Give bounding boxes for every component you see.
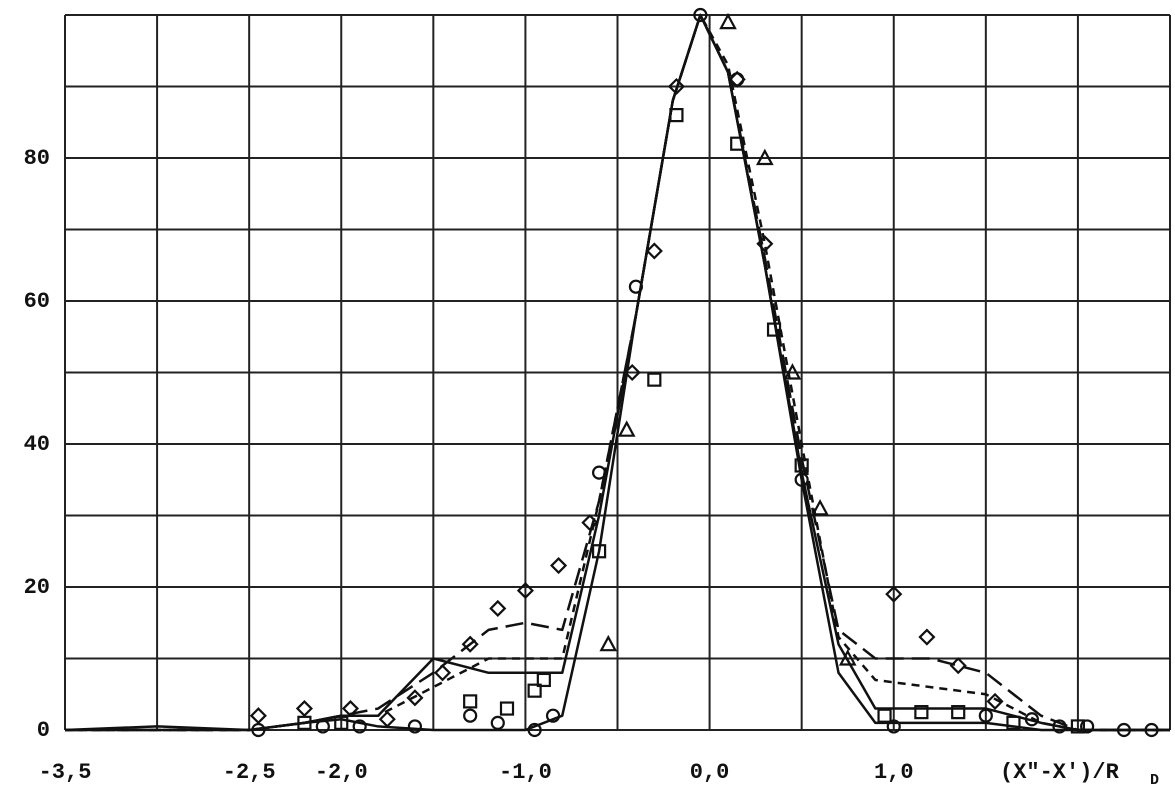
diamond-marker [756, 235, 774, 253]
circle-marker [730, 72, 745, 87]
triangle-marker [599, 634, 618, 652]
circle-marker [591, 465, 607, 480]
diamond-marker [581, 514, 599, 532]
x-tick-label: -2,5 [223, 760, 276, 785]
diamond-marker [295, 699, 313, 718]
square-marker [951, 705, 966, 720]
triangle-marker [719, 12, 737, 30]
diamond-marker [986, 692, 1004, 710]
triangle-marker [811, 499, 829, 516]
square-marker [591, 544, 607, 559]
y-tick-label: 80 [24, 146, 50, 171]
x-tick-label: -2,0 [315, 760, 368, 785]
diamond-marker [516, 582, 534, 600]
y-tick-label: 60 [24, 289, 50, 314]
diamond-marker [341, 699, 360, 718]
x-tick-label: 0,0 [690, 760, 730, 785]
x-tick-label: 1,0 [874, 760, 914, 785]
circle-marker [1080, 719, 1095, 734]
diamond-marker [885, 585, 903, 603]
circle-marker [251, 722, 266, 738]
triangle-marker [783, 363, 802, 380]
circle-marker [794, 472, 809, 487]
circle-marker [527, 722, 542, 738]
circle-marker [352, 719, 367, 734]
circle-marker [693, 7, 708, 23]
circle-marker [315, 719, 330, 734]
diamond-marker [918, 628, 936, 646]
circle-marker [886, 719, 901, 734]
diamond-marker [378, 710, 396, 728]
diamond-marker [433, 664, 452, 682]
diamond-marker [645, 242, 663, 260]
triangle-marker [755, 148, 774, 166]
diamond-marker [550, 556, 568, 575]
diamond-marker [461, 635, 479, 653]
square-marker [1006, 715, 1021, 730]
square-marker [730, 136, 745, 151]
x-tick-label: -1,0 [499, 760, 552, 785]
square-marker [794, 458, 809, 473]
square-marker [1070, 719, 1086, 734]
circle-marker [1024, 712, 1039, 727]
square-marker [914, 705, 929, 720]
circle-marker [463, 708, 478, 723]
square-marker [536, 672, 551, 688]
square-marker [297, 715, 312, 730]
square-marker [766, 322, 782, 337]
x-tick-label: -3,5 [39, 760, 92, 785]
x-axis-label-sub: D [1150, 772, 1159, 789]
circle-marker [1144, 722, 1159, 738]
square-marker [877, 708, 892, 723]
diamond-marker [949, 657, 967, 675]
y-tick-label: 40 [24, 432, 50, 457]
x-axis-label: (X"-X')/R [1000, 760, 1120, 785]
square-marker [647, 372, 662, 387]
diamond-marker [249, 707, 267, 725]
diamond-marker [489, 599, 507, 618]
circle-marker [545, 708, 561, 723]
y-tick-label: 0 [37, 718, 50, 743]
triangle-marker [838, 649, 857, 666]
diamond-marker [623, 363, 641, 382]
circle-marker [1052, 719, 1067, 734]
circle-marker [490, 715, 505, 730]
triangle-marker [617, 420, 636, 437]
diamond-marker [406, 689, 424, 707]
square-marker [334, 715, 349, 730]
square-marker [499, 701, 515, 716]
circle-marker [978, 708, 993, 723]
circle-marker [628, 279, 644, 294]
circle-marker [1116, 722, 1132, 738]
square-marker [463, 694, 478, 709]
square-marker [527, 683, 542, 698]
diamond-marker [667, 77, 685, 96]
y-tick-label: 20 [24, 575, 50, 600]
circle-marker [407, 719, 423, 734]
square-marker [669, 107, 684, 123]
